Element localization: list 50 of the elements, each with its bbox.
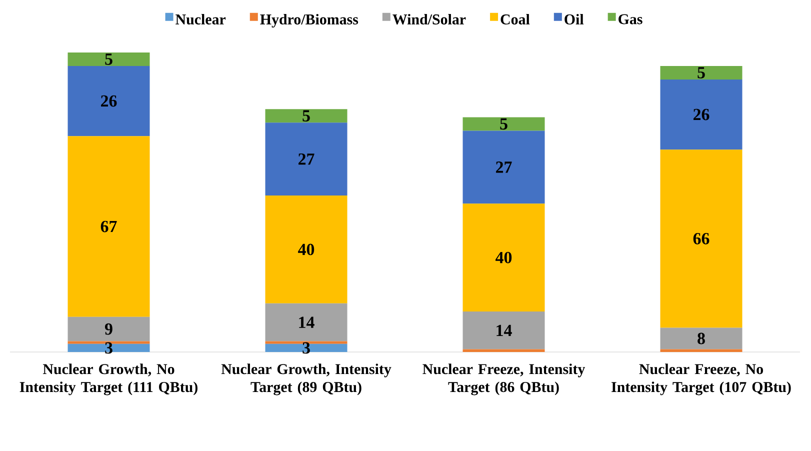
- data-label: 40: [298, 244, 314, 256]
- bar: [462, 349, 545, 352]
- legend-label: Coal: [500, 14, 530, 24]
- data-label: 14: [299, 316, 314, 328]
- x-tick-label: Nuclear Growth, No Intensity Target (111 QBtu): [20, 364, 198, 396]
- data-label: 5: [105, 54, 112, 65]
- x-tick-label: Nuclear Freeze, Intensity Target (86 QBtu): [422, 364, 586, 396]
- bar: [462, 204, 545, 312]
- bar: [68, 341, 150, 344]
- bar: [462, 130, 545, 204]
- data-label: 67: [100, 220, 117, 232]
- bar: [68, 344, 150, 352]
- data-label: 3: [302, 342, 310, 354]
- bar: [660, 328, 742, 350]
- bar: [462, 117, 545, 131]
- bar: [265, 122, 348, 196]
- data-label: 27: [298, 153, 314, 165]
- bar: [265, 109, 348, 123]
- bar: [68, 316, 150, 342]
- data-label: 3: [105, 342, 112, 354]
- legend-label: Oil: [564, 14, 584, 24]
- bar: [265, 344, 348, 352]
- bar: [68, 66, 150, 136]
- legend-label: Gas: [618, 14, 642, 24]
- bar: [462, 312, 545, 350]
- data-label: 9: [104, 323, 112, 335]
- bar: [265, 303, 348, 342]
- legend-label: Nuclear: [176, 14, 226, 25]
- data-label: 26: [101, 95, 117, 107]
- bar: [68, 136, 150, 317]
- bar: [660, 349, 742, 352]
- bar: [265, 341, 348, 344]
- data-label: 8: [698, 332, 705, 344]
- data-label: 26: [694, 108, 710, 120]
- data-label: 27: [496, 162, 512, 173]
- bar: [68, 52, 150, 66]
- data-label: 14: [496, 324, 512, 336]
- bar: [265, 195, 348, 304]
- data-label: 40: [496, 252, 512, 264]
- data-label: 5: [698, 67, 705, 78]
- data-label: 5: [302, 110, 310, 122]
- data-label: 5: [500, 118, 508, 130]
- x-tick-label: Nuclear Freeze, No Intensity Target (107 QBtu): [612, 364, 791, 396]
- bar: [660, 150, 742, 328]
- data-label: 66: [693, 232, 710, 244]
- x-tick-label: Nuclear Growth, Intensity Target (89 QBtu): [221, 364, 392, 396]
- bar: [660, 79, 742, 150]
- legend-label: Wind/Solar: [392, 14, 466, 25]
- bar: [660, 66, 742, 80]
- legend-label: Hydro/Biomass: [260, 14, 358, 28]
